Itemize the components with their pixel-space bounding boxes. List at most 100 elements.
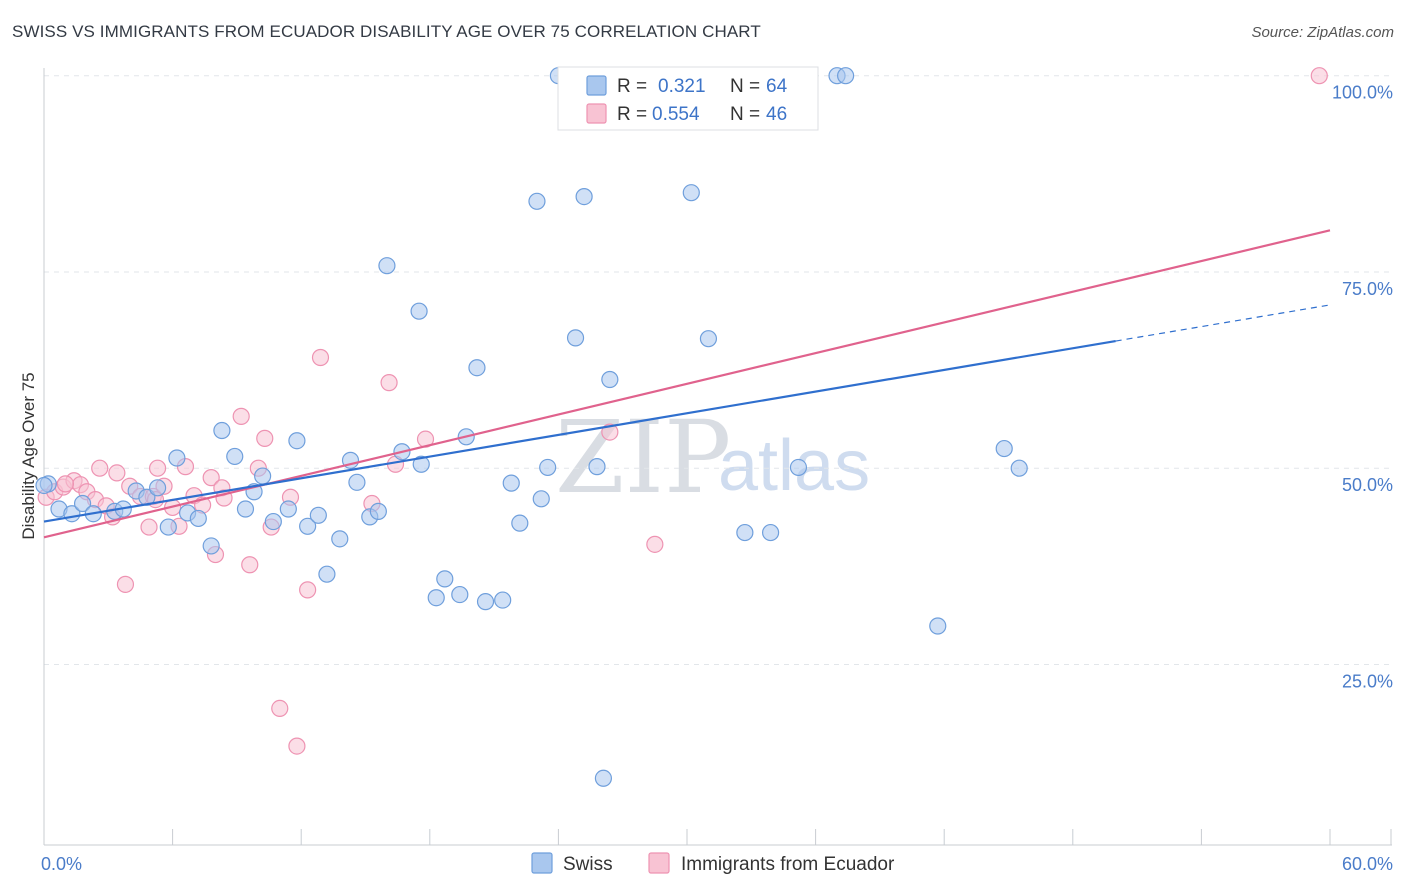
ecuador-point[interactable] [91,459,109,477]
swiss-point[interactable] [502,474,520,492]
ecuador-point[interactable] [140,518,158,536]
swiss-point[interactable] [468,359,486,377]
bottom-legend-swatch-ecuador[interactable] [648,852,670,874]
bottom-legend-swatch-swiss[interactable] [531,852,553,874]
watermark: ZIP atlas [555,399,870,516]
gridlines [44,75,1390,665]
legend-n-label-ecuador: N = [730,104,760,125]
swiss-point[interactable] [789,458,808,477]
swiss-point[interactable] [566,329,585,347]
ecuador-point[interactable] [148,459,167,477]
swiss-point[interactable] [73,494,92,513]
y-tick-label-25: 25.0% [1342,671,1393,691]
legend-n-value-swiss: 64 [766,76,788,97]
swiss-point[interactable] [236,500,255,518]
swiss-point[interactable] [451,585,469,604]
swiss-point[interactable] [331,530,349,548]
legend-r-value-swiss: 0.321 [658,76,706,97]
swiss-point[interactable] [412,455,430,473]
swiss-point[interactable] [288,432,306,450]
swiss-point[interactable] [761,523,780,542]
watermark-zip: ZIP [555,399,731,516]
swiss-point[interactable] [318,565,336,583]
ecuador-point[interactable] [56,475,75,493]
ecuador-point[interactable] [380,374,398,392]
swiss-point[interactable] [682,184,700,202]
swiss-point[interactable] [279,500,297,518]
swiss-point[interactable] [528,192,546,210]
swiss-point[interactable] [476,593,495,611]
swiss-trend-line [43,339,1116,523]
swiss-point[interactable] [427,589,445,607]
y-tick-label-100: 100.0% [1332,83,1393,103]
ecuador-point[interactable] [646,535,664,553]
swiss-point[interactable] [436,570,454,588]
swiss-point[interactable] [736,523,754,542]
swiss-point[interactable] [594,769,613,787]
swiss-point[interactable] [202,537,220,555]
swiss-point[interactable] [601,370,619,389]
ecuador-point[interactable] [311,348,330,367]
swiss-point[interactable] [369,502,387,520]
swiss-trend-extension [1115,304,1331,342]
axes [43,68,1392,846]
ecuador-point[interactable] [601,423,619,441]
legend-swatch-swiss [586,75,607,96]
legend-swatch-ecuador [586,103,607,124]
y-tick-label-50: 50.0% [1342,475,1393,495]
swiss-point[interactable] [837,67,855,85]
legend-r-label-ecuador: R = [617,104,647,125]
swiss-point[interactable] [1010,459,1028,477]
ecuador-point[interactable] [116,575,135,593]
ecuador-point[interactable] [241,556,259,574]
swiss-point[interactable] [309,506,327,524]
swiss-point[interactable] [254,467,272,485]
correlation-legend: R = 0.321 N = 64 R = 0.554 N = 46 [557,66,819,131]
swiss-point[interactable] [588,458,606,476]
swiss-point[interactable] [995,439,1013,458]
swiss-point[interactable] [511,514,529,532]
swiss-point[interactable] [348,473,366,491]
swiss-points [35,67,1028,787]
y-tick-label-75: 75.0% [1342,279,1393,299]
y-axis-label: Disability Age Over 75 [19,372,38,539]
swiss-point[interactable] [699,330,718,348]
swiss-point[interactable] [539,458,557,477]
swiss-point[interactable] [575,187,593,206]
ecuador-point[interactable] [202,469,220,487]
bottom-legend-label-swiss[interactable]: Swiss [563,854,613,875]
swiss-point[interactable] [168,449,186,467]
ecuador-point[interactable] [1310,67,1328,85]
x-tick-label-0: 0.0% [41,854,82,874]
swiss-point[interactable] [410,302,428,320]
legend-n-label-swiss: N = [730,76,760,97]
legend-r-label-swiss: R = [617,76,647,97]
ecuador-point[interactable] [232,407,250,425]
series-legend: Swiss Immigrants from Ecuador [531,852,895,875]
bottom-legend-label-ecuador[interactable]: Immigrants from Ecuador [681,854,895,875]
x-tick-labels: 0.0% 60.0% [41,854,1393,874]
legend-r-value-ecuador: 0.554 [652,104,700,125]
swiss-point[interactable] [494,591,512,609]
swiss-point[interactable] [264,512,282,531]
swiss-point[interactable] [929,617,947,635]
chart-title: SWISS VS IMMIGRANTS FROM ECUADOR DISABIL… [12,22,761,41]
ecuador-point[interactable] [108,464,126,482]
swiss-point[interactable] [35,476,53,495]
swiss-point[interactable] [226,447,244,466]
swiss-point[interactable] [378,257,396,275]
ecuador-point[interactable] [256,429,274,447]
y-tick-labels: 25.0% 50.0% 75.0% 100.0% [1332,83,1393,692]
swiss-point[interactable] [532,490,550,508]
swiss-point[interactable] [189,509,207,528]
ecuador-point[interactable] [271,699,289,718]
ecuador-point[interactable] [299,581,317,599]
ecuador-point[interactable] [288,737,306,755]
swiss-point[interactable] [299,517,317,535]
x-tick-label-60: 60.0% [1342,854,1393,874]
swiss-point[interactable] [159,518,177,536]
swiss-point[interactable] [148,479,167,497]
legend-n-value-ecuador: 46 [766,104,787,125]
swiss-point[interactable] [213,421,231,440]
